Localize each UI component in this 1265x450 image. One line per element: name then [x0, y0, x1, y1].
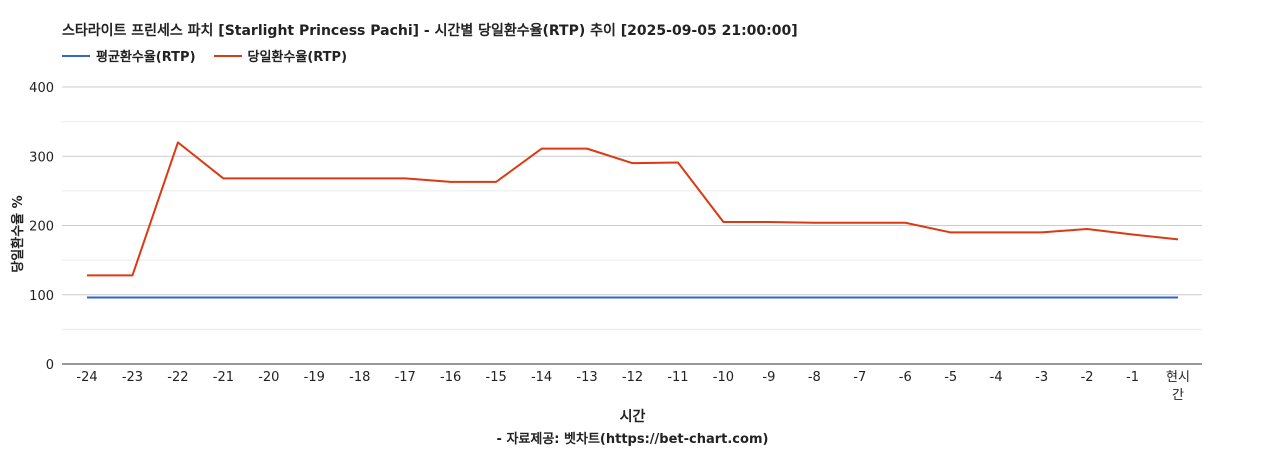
x-tick-label: -9 — [762, 370, 775, 385]
y-tick-label: 400 — [29, 81, 54, 96]
x-tick-label: -2 — [1081, 370, 1094, 385]
x-tick-label: -12 — [622, 370, 643, 385]
x-tick-label: 현시 간 — [1166, 370, 1190, 403]
series-line-daily[interactable] — [87, 141, 1179, 277]
data-source-note: - 자료제공: 벳차트(https://bet-chart.com) — [496, 432, 769, 447]
y-tick-label: 300 — [29, 150, 54, 165]
x-tick-label: -17 — [395, 370, 416, 385]
grid-lines — [62, 86, 1202, 365]
x-tick-label: -3 — [1035, 370, 1048, 385]
x-tick-label: -22 — [167, 370, 188, 385]
x-tick-label: -23 — [122, 370, 143, 385]
y-tick-label: 0 — [46, 358, 54, 373]
x-tick-label: -8 — [808, 370, 821, 385]
x-tick-label: -7 — [853, 370, 866, 385]
legend-label-daily: 당일환수율(RTP) — [247, 50, 348, 65]
x-tick-label: -24 — [76, 370, 97, 385]
x-tick-label: -1 — [1126, 370, 1139, 385]
x-tick-label: -18 — [349, 370, 370, 385]
x-tick-label: -11 — [667, 370, 688, 385]
legend-item-average[interactable]: 평균환수율(RTP) — [62, 46, 196, 65]
y-tick-labels: 0 100 200 300 400 — [29, 81, 54, 373]
x-tick-label: -20 — [258, 370, 279, 385]
x-tick-label: -10 — [713, 370, 734, 385]
x-tick-labels: -24 -23 -22 -21 -20 -19 -18 -17 -16 -15 -14 -13 -12 -… — [76, 370, 1190, 403]
x-tick-label: -14 — [531, 370, 552, 385]
legend-swatch-daily — [213, 54, 242, 57]
x-tick-label: -15 — [486, 370, 507, 385]
x-tick-label: -16 — [440, 370, 461, 385]
chart-title: 스타라이트 프린세스 파치 [Starlight Princess Pachi]… — [62, 23, 798, 39]
x-tick-label: -13 — [576, 370, 597, 385]
series-lines — [87, 141, 1179, 299]
y-tick-label: 200 — [29, 220, 54, 235]
legend-label-average: 평균환수율(RTP) — [96, 50, 196, 65]
legend: 평균환수율(RTP) 당일환수율(RTP) — [62, 46, 365, 65]
legend-item-daily[interactable]: 당일환수율(RTP) — [213, 46, 348, 65]
x-tick-label: -19 — [304, 370, 325, 385]
x-tick-label: -4 — [990, 370, 1003, 385]
legend-swatch-average — [62, 54, 90, 57]
x-axis-label: 시간 — [619, 409, 646, 425]
x-tick-label: -5 — [944, 370, 957, 385]
x-tick-label: -6 — [899, 370, 912, 385]
y-axis-label: 당일환수율 % — [11, 195, 26, 273]
y-tick-label: 100 — [29, 289, 54, 304]
x-tick-label: -21 — [213, 370, 234, 385]
